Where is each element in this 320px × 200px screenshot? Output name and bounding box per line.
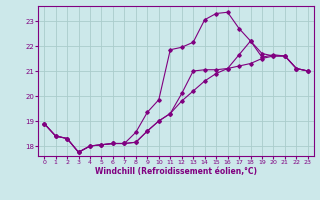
X-axis label: Windchill (Refroidissement éolien,°C): Windchill (Refroidissement éolien,°C)	[95, 167, 257, 176]
